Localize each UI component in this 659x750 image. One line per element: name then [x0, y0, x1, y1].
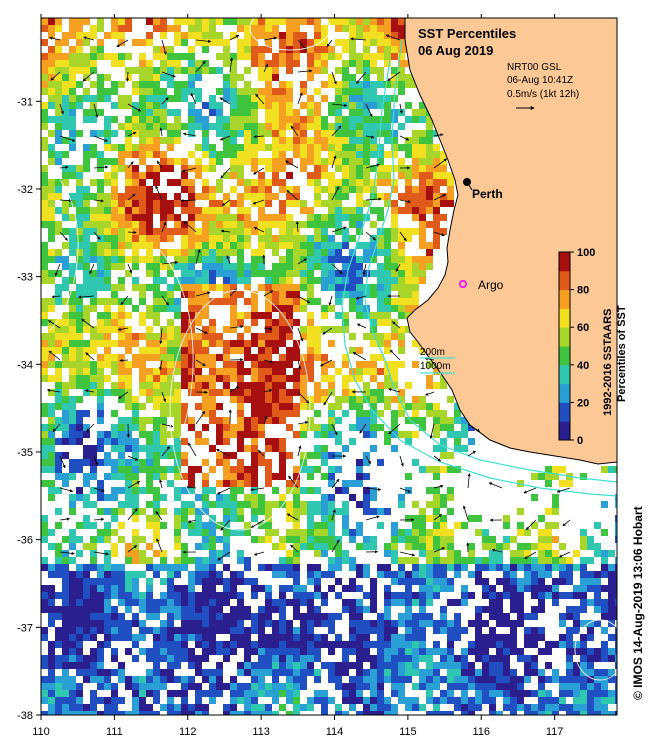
y-tick-label: -37	[17, 622, 33, 634]
ssh-contours	[49, 18, 617, 681]
x-tick-label: 113	[252, 726, 270, 738]
product-label: NRT00 GSL	[507, 62, 562, 73]
colorbar-segment	[559, 383, 570, 403]
perth-leader	[466, 181, 473, 191]
y-axis: -31 -32 -33 -34 -35 -36 -37 -38	[17, 96, 41, 722]
x-tick-label: 111	[106, 726, 123, 738]
x-tick-label: 110	[32, 726, 50, 738]
y-tick-label: -31	[17, 96, 33, 108]
map-date: 06 Aug 2019	[418, 43, 493, 58]
argo-marker	[458, 279, 467, 288]
credit-text: © IMOS 14-Aug-2019 13:06 Hobart	[631, 506, 645, 700]
time-label: 06-Aug 10:41Z	[507, 75, 573, 86]
colorbar-segment	[559, 327, 570, 347]
isobath-1000-label: 1000m	[420, 361, 451, 372]
colorbar-segment	[559, 308, 570, 328]
colorbar-tick-label: 60	[577, 322, 589, 334]
sst-percentile-field	[41, 18, 617, 715]
x-axis: 110 111 112 113 114 115 116 117	[32, 14, 563, 738]
vector-scale-label: 0.5m/s (1kt 12h)	[507, 89, 579, 100]
colorbar-tick-label: 100	[577, 247, 595, 259]
colorbar-segment	[559, 402, 570, 422]
y-tick-label: -34	[17, 359, 33, 371]
colorbar-label-1: 1992-2016 SSTAARS	[602, 309, 614, 416]
perth-label: Perth	[472, 187, 503, 201]
map-title: SST Percentiles	[418, 26, 516, 41]
x-tick-label: 115	[399, 726, 417, 738]
colorbar-tick-label: 80	[577, 285, 589, 297]
x-tick-label: 114	[326, 726, 344, 738]
colorbar-tick-label: 20	[577, 397, 589, 409]
isobath-contours	[341, 39, 617, 497]
colorbar-tick-label: 0	[577, 435, 583, 447]
x-tick-label: 112	[179, 726, 197, 738]
y-tick-label: -35	[17, 447, 33, 459]
colorbar-label-2: Percentiles of SST	[616, 305, 628, 402]
argo-label: Argo	[478, 278, 504, 292]
colorbar-segment	[559, 346, 570, 366]
colorbar-segment	[559, 421, 570, 441]
x-tick-label: 116	[472, 726, 490, 738]
plot-frame	[40, 17, 618, 716]
y-tick-label: -32	[17, 184, 33, 196]
y-tick-label: -33	[17, 272, 33, 284]
colorbar: 0 20 40 60 80 100	[558, 247, 595, 447]
colorbar-tick-label: 40	[577, 360, 589, 372]
x-tick-label: 117	[546, 726, 564, 738]
isobath-200-label: 200m	[420, 347, 445, 358]
colorbar-segment	[559, 252, 570, 272]
colorbar-segment	[559, 364, 570, 385]
colorbar-segment	[559, 289, 570, 309]
colorbar-segment	[559, 270, 570, 291]
y-tick-label: -36	[17, 535, 33, 547]
y-tick-label: -38	[17, 710, 33, 722]
current-vectors	[46, 34, 571, 561]
